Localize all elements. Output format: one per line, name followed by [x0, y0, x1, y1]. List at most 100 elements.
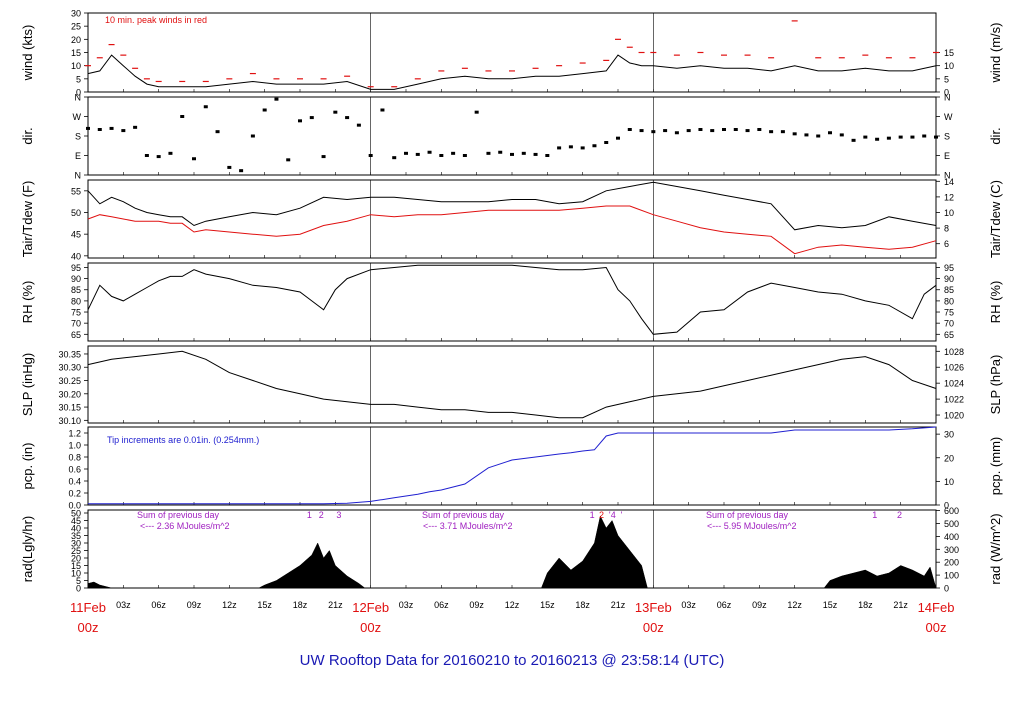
- radiation-hour-marker: 2: [897, 510, 902, 520]
- y-tick-label: 55: [71, 186, 81, 196]
- y-axis-label: wind (kts): [20, 25, 35, 82]
- x-hour-tick-label: 18z: [858, 600, 873, 610]
- x-date-sublabel: 00z: [360, 620, 381, 635]
- wind-direction-point: [97, 128, 102, 131]
- y2-tick-label: 200: [944, 558, 959, 568]
- wind-direction-point: [203, 105, 208, 109]
- y2-tick-label: 5: [944, 74, 949, 84]
- x-hour-tick-label: 06z: [717, 600, 732, 610]
- wind-direction-point: [910, 135, 915, 139]
- x-hour-tick-label: 18z: [293, 600, 308, 610]
- wind-direction-point: [451, 151, 456, 155]
- panel-frame-dir: [87, 96, 937, 176]
- y2-tick-label: 1028: [944, 347, 964, 357]
- y2-tick-label: 100: [944, 571, 959, 581]
- wind-direction-point: [321, 155, 326, 159]
- wind-direction-point: [922, 134, 927, 138]
- y-tick-label: 85: [71, 285, 81, 295]
- y-axis-label: rad(Lgly/hr): [20, 516, 35, 582]
- wind-direction-point: [710, 129, 715, 133]
- y-tick-label: N: [75, 93, 82, 103]
- y2-tick-label: 30: [944, 430, 954, 440]
- wind-direction-point: [745, 129, 750, 133]
- wind-direction-point: [816, 134, 821, 138]
- wind-direction-point: [298, 119, 302, 123]
- wind-direction-point: [404, 151, 408, 155]
- y2-tick-label: 0: [944, 501, 949, 511]
- y-tick-label: 30: [71, 539, 81, 549]
- y-tick-label: 30: [71, 9, 81, 19]
- wind-direction-point: [474, 110, 479, 114]
- wind-direction-point: [86, 126, 90, 130]
- y2-axis-label: rad (W/m^2): [988, 513, 1003, 584]
- x-date-sublabel: 00z: [926, 620, 947, 635]
- y-tick-label: 45: [71, 230, 81, 240]
- wind-direction-point: [686, 129, 691, 133]
- wind-direction-point: [663, 129, 668, 133]
- series-line-pcp-pcp: [88, 426, 937, 505]
- wind-direction-point: [604, 141, 609, 144]
- radiation-area: [87, 515, 937, 589]
- wind-direction-point: [380, 108, 385, 112]
- y2-tick-label: 8: [944, 224, 949, 234]
- wind-direction-point: [780, 130, 785, 134]
- y2-tick-label: 95: [944, 263, 954, 273]
- y-tick-label: 40: [71, 251, 81, 261]
- wind-direction-point: [368, 154, 373, 157]
- wind-direction-point: [227, 165, 232, 169]
- x-hour-tick-label: 03z: [681, 600, 696, 610]
- y-tick-label: 15: [71, 561, 81, 571]
- y2-tick-label: 14: [944, 177, 954, 187]
- radiation-hour-marker: 4: [611, 510, 616, 520]
- x-date-label: 11Feb: [70, 600, 106, 615]
- y-tick-label: 0.4: [68, 477, 81, 487]
- y-tick-label: 0.8: [68, 453, 81, 463]
- wind-direction-point: [215, 130, 220, 134]
- wind-direction-point: [580, 146, 585, 150]
- wind-direction-point: [627, 128, 632, 131]
- wind-direction-point: [557, 146, 562, 150]
- x-date-label: 12Feb: [352, 600, 389, 615]
- radiation-hour-marker: 2: [319, 510, 324, 520]
- y-tick-label: E: [75, 151, 81, 161]
- y-tick-label: 0: [76, 88, 81, 98]
- y2-tick-label: 80: [944, 296, 954, 306]
- y-tick-label: W: [73, 112, 82, 122]
- wind-direction-point: [121, 129, 126, 133]
- y-tick-label: 45: [71, 516, 81, 526]
- y2-tick-label: 85: [944, 285, 954, 295]
- x-date-sublabel: 00z: [643, 620, 664, 635]
- wind-direction-point: [239, 169, 244, 173]
- wind-direction-point: [133, 125, 138, 129]
- y2-tick-label: E: [944, 151, 950, 161]
- wind-direction-point: [415, 152, 420, 156]
- x-hour-tick-label: 12z: [505, 600, 520, 610]
- wind-direction-point: [733, 128, 738, 131]
- y-tick-label: 15: [71, 48, 81, 58]
- series-line-rh-RH: [87, 264, 937, 335]
- panel-frame-wind: [87, 12, 937, 93]
- y-tick-label: 75: [71, 308, 81, 318]
- y-tick-label: 30.15: [58, 403, 81, 413]
- wind-direction-point: [345, 116, 350, 120]
- y-tick-label: 50: [71, 509, 81, 519]
- y-tick-label: 90: [71, 274, 81, 284]
- wind-direction-point: [309, 116, 314, 120]
- y2-axis-label: RH (%): [988, 281, 1003, 324]
- wind-direction-point: [886, 136, 891, 140]
- panel-frame-rh: [87, 262, 937, 342]
- y2-tick-label: 15: [944, 48, 954, 58]
- wind-direction-point: [875, 137, 880, 141]
- wind-direction-point: [156, 155, 161, 159]
- panel-frame-slp: [87, 345, 937, 424]
- y2-tick-label: 0: [944, 88, 949, 98]
- wind-direction-point: [934, 135, 938, 139]
- wind-direction-point: [333, 110, 338, 114]
- y-tick-label: 40: [71, 524, 81, 534]
- y2-tick-label: 500: [944, 519, 959, 529]
- radiation-hour-marker: 1: [307, 510, 312, 520]
- y-tick-label: 25: [71, 546, 81, 556]
- radiation-hour-marker: 1: [590, 510, 595, 520]
- series-line-slp-SLP: [87, 350, 937, 419]
- y2-tick-label: 6: [944, 239, 949, 249]
